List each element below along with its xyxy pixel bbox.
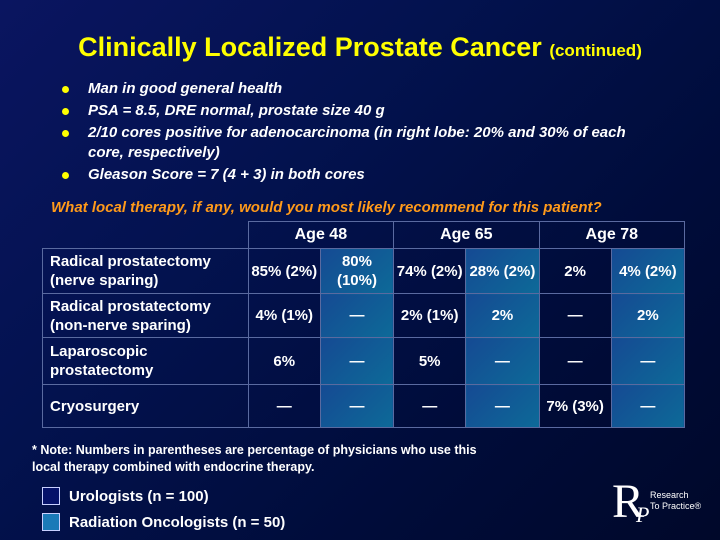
- page-title: Clinically Localized Prostate Cancer (co…: [0, 32, 720, 63]
- footnote: * Note: Numbers in parentheses are perce…: [32, 443, 477, 474]
- bullet-item: Man in good general health: [62, 79, 662, 99]
- legend-swatch-radiation-oncologists: [42, 513, 60, 531]
- legend-label: Urologists (n = 100): [69, 487, 209, 505]
- header-blank-cell: [42, 221, 249, 249]
- cell-radiation-oncologists: 80% (10%): [319, 248, 395, 294]
- cell-urologists: —: [538, 337, 612, 385]
- cell-radiation-oncologists: 2%: [465, 293, 540, 338]
- cell-urologists: —: [538, 293, 612, 338]
- legend-item-radiation-oncologists: Radiation Oncologists (n = 50): [42, 512, 285, 532]
- table-row: Cryosurgery — — — — 7% (3%) —: [42, 384, 686, 428]
- row-label: Cryosurgery: [42, 384, 249, 428]
- cell-radiation-oncologists: 2%: [610, 293, 686, 338]
- bullet-item: PSA = 8.5, DRE normal, prostate size 40 …: [62, 101, 662, 121]
- title-sub: (continued): [549, 41, 642, 60]
- logo-letter-p: P: [636, 502, 650, 527]
- therapy-table: Age 48 Age 65 Age 78 Radical prostatecto…: [42, 221, 686, 428]
- row-label: Laparoscopic prostatectomy: [42, 337, 249, 385]
- cell-urologists: 2%: [538, 248, 612, 294]
- bullet-dot-icon: [62, 172, 69, 179]
- header-age-65: Age 65: [393, 221, 540, 249]
- bullet-item: Gleason Score = 7 (4 + 3) in both cores: [62, 165, 662, 185]
- cell-urologists: 2% (1%): [393, 293, 467, 338]
- table-row: Radical prostatectomy (non-nerve sparing…: [42, 293, 686, 338]
- bullet-dot-icon: [62, 130, 69, 137]
- cell-radiation-oncologists: —: [610, 384, 686, 428]
- cell-urologists: —: [393, 384, 467, 428]
- legend: Urologists (n = 100) Radiation Oncologis…: [42, 486, 285, 538]
- bullet-dot-icon: [62, 108, 69, 115]
- bullet-item: 2/10 cores positive for adenocarcinoma (…: [62, 123, 662, 163]
- cell-urologists: 7% (3%): [538, 384, 612, 428]
- cell-urologists: —: [247, 384, 321, 428]
- cell-radiation-oncologists: —: [319, 293, 395, 338]
- header-age-78: Age 78: [538, 221, 686, 249]
- legend-item-urologists: Urologists (n = 100): [42, 486, 285, 506]
- logo-text: Research To Practice®: [650, 490, 702, 511]
- cell-radiation-oncologists: —: [319, 384, 395, 428]
- legend-swatch-urologists: [42, 487, 60, 505]
- bullet-dot-icon: [62, 86, 69, 93]
- cell-radiation-oncologists: —: [610, 337, 686, 385]
- cell-radiation-oncologists: —: [465, 384, 540, 428]
- legend-label: Radiation Oncologists (n = 50): [69, 513, 286, 531]
- row-label: Radical prostatectomy (non-nerve sparing…: [42, 293, 249, 338]
- table-row: Laparoscopic prostatectomy 6% — 5% — — —: [42, 337, 686, 385]
- cell-radiation-oncologists: 28% (2%): [465, 248, 540, 294]
- survey-question: What local therapy, if any, would you mo…: [51, 199, 602, 216]
- table-row: Radical prostatectomy (nerve sparing) 85…: [42, 248, 686, 294]
- cell-radiation-oncologists: —: [465, 337, 540, 385]
- cell-radiation-oncologists: —: [319, 337, 395, 385]
- row-label: Radical prostatectomy (nerve sparing): [42, 248, 249, 294]
- cell-urologists: 6%: [247, 337, 321, 385]
- case-bullets: Man in good general health PSA = 8.5, DR…: [62, 79, 662, 187]
- header-age-48: Age 48: [247, 221, 395, 249]
- cell-urologists: 4% (1%): [247, 293, 321, 338]
- logo-letter-r: R: [612, 475, 645, 528]
- research-to-practice-logo: R P Research To Practice®: [612, 476, 712, 532]
- cell-urologists: 5%: [393, 337, 467, 385]
- cell-urologists: 74% (2%): [393, 248, 467, 294]
- cell-urologists: 85% (2%): [247, 248, 321, 294]
- title-main: Clinically Localized Prostate Cancer: [78, 32, 542, 62]
- cell-radiation-oncologists: 4% (2%): [610, 248, 686, 294]
- table-header-row: Age 48 Age 65 Age 78: [42, 221, 686, 249]
